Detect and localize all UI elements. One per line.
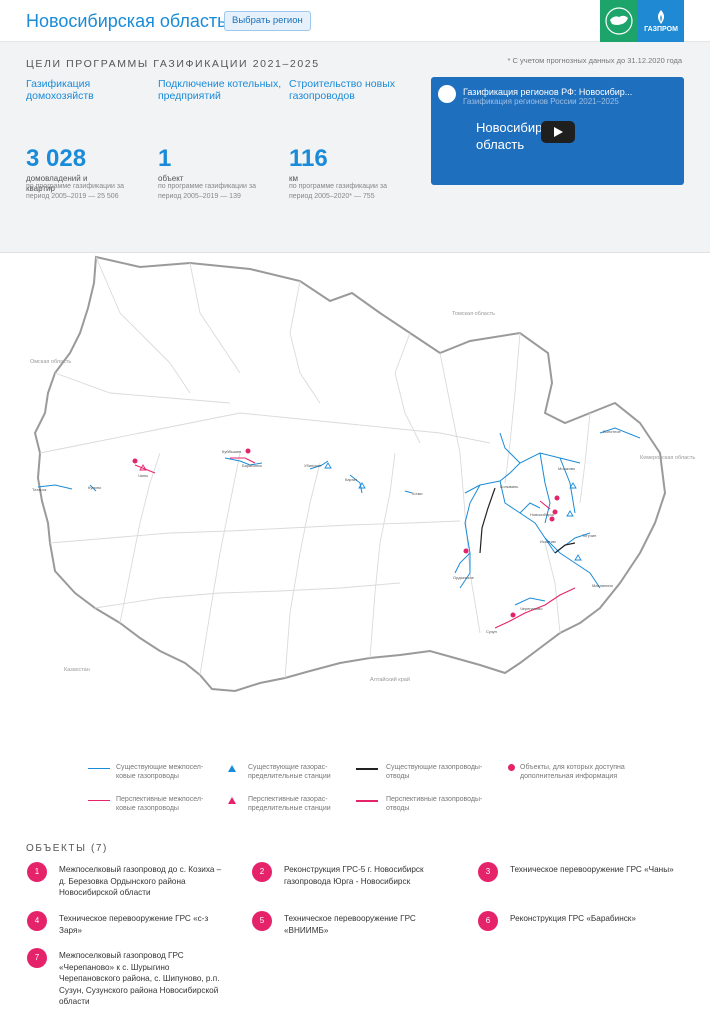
neighbor-label: Омская область bbox=[30, 359, 71, 365]
goal-label: Газификация домохозяйств bbox=[26, 78, 94, 102]
existing-pipelines bbox=[37, 427, 641, 606]
object-number-badge: 4 bbox=[27, 911, 47, 931]
objects-title: ОБЪЕКТЫ (7) bbox=[26, 843, 108, 854]
goals-title: ЦЕЛИ ПРОГРАММЫ ГАЗИФИКАЦИИ 2021–2025 bbox=[26, 58, 320, 70]
planned-grs-markers bbox=[139, 464, 147, 471]
goals-panel: ЦЕЛИ ПРОГРАММЫ ГАЗИФИКАЦИИ 2021–2025 * С… bbox=[0, 42, 710, 253]
legend-label: Существующие межпосел-ковые газопроводы bbox=[116, 764, 204, 780]
place-label: Мошково bbox=[558, 466, 576, 471]
goal-unit: км bbox=[289, 174, 298, 183]
gazprom-wordmark: ГАЗПРОМ bbox=[644, 26, 678, 33]
legend-branch-line bbox=[356, 768, 378, 770]
video-subtitle: Газификация регионов России 2021–2025 bbox=[463, 97, 619, 106]
legend-object-dot-icon bbox=[508, 764, 515, 771]
legend-planned-grs-icon bbox=[228, 797, 236, 804]
goal-value: 1 bbox=[158, 145, 172, 172]
goal-sub: по программе газификации за период 2005–… bbox=[26, 183, 124, 200]
legend-existing-line bbox=[88, 768, 110, 769]
neighbor-label: Алтайский край bbox=[370, 676, 410, 683]
place-label: Чаны bbox=[138, 473, 148, 478]
object-number-badge: 1 bbox=[27, 862, 47, 882]
legend-planned-line bbox=[88, 800, 110, 801]
place-label: Кочки bbox=[412, 491, 423, 496]
neighbor-label: Томская область bbox=[452, 311, 495, 317]
place-label: Болотное bbox=[603, 429, 622, 434]
video-player[interactable]: Газификация регионов РФ: Новосибир... Га… bbox=[431, 77, 684, 185]
place-label: Маслянино bbox=[592, 583, 614, 588]
existing-grs-markers bbox=[324, 462, 582, 561]
place-label: Купино bbox=[88, 485, 102, 490]
object-text[interactable]: Межпоселковый газопровод ГРС «Черепаново… bbox=[59, 951, 220, 1006]
object-number-badge: 6 bbox=[478, 911, 498, 931]
russia-map-icon bbox=[605, 7, 633, 35]
object-text[interactable]: Техническое перевооружение ГРС «ВНИИМБ» bbox=[284, 914, 416, 935]
place-label: Черепаново bbox=[520, 606, 543, 611]
place-label: Новосибирск bbox=[530, 512, 554, 517]
gazprom-flame-icon bbox=[657, 10, 665, 24]
goal-label: Подключение котельных, предприятий bbox=[158, 78, 282, 102]
goals-footnote: * С учетом прогнозных данных до 31.12.20… bbox=[507, 56, 682, 65]
object-text[interactable]: Межпоселковый газопровод до с. Козиха – … bbox=[59, 865, 222, 897]
goal-sub: по программе газификации за период 2005–… bbox=[158, 183, 256, 200]
goal-value: 3 028 bbox=[26, 145, 87, 172]
region-outline bbox=[33, 255, 667, 693]
place-label: Ордынское bbox=[453, 575, 475, 580]
object-markers[interactable] bbox=[132, 448, 560, 618]
object-number-badge: 5 bbox=[252, 911, 272, 931]
place-label: Колывань bbox=[500, 484, 518, 489]
planned-pipelines bbox=[134, 457, 576, 629]
place-label: Куйбышев bbox=[222, 449, 241, 454]
select-region-button[interactable]: Выбрать регион bbox=[224, 11, 311, 31]
goal-households: Газификация домохозяйств 3 028 домовладе… bbox=[26, 78, 151, 206]
place-label: Искитим bbox=[540, 539, 556, 544]
object-number-badge: 3 bbox=[478, 862, 498, 882]
place-label: Убинское bbox=[304, 463, 322, 468]
neighbor-label: Кемеровская область bbox=[640, 455, 695, 461]
legend-label: Перспективные межпосел-ковые газопроводы bbox=[116, 796, 204, 812]
channel-avatar[interactable] bbox=[438, 85, 456, 103]
legend-existing-grs-icon bbox=[228, 765, 236, 772]
gazprom-logo[interactable]: ГАЗПРОМ bbox=[638, 0, 684, 42]
gasification-logo[interactable] bbox=[600, 0, 638, 42]
place-label: Сузун bbox=[486, 629, 497, 634]
goal-label: Строительство новых газопроводов bbox=[289, 78, 396, 102]
place-label: Татарск bbox=[32, 487, 47, 492]
place-label: Каргат bbox=[345, 477, 357, 482]
legend-label: Существующие газорас-пределительные стан… bbox=[248, 764, 331, 780]
legend-planned-branch-line bbox=[356, 800, 378, 802]
legend-label: Существующие газопроводы-отводы bbox=[386, 764, 483, 780]
place-label: Барабинск bbox=[242, 463, 262, 468]
object-text[interactable]: Техническое перевооружение ГРС «с-з Заря… bbox=[59, 914, 209, 935]
map-legend: Существующие межпосел-ковые газопроводы … bbox=[0, 755, 710, 825]
play-button[interactable] bbox=[541, 121, 575, 143]
existing-branch-pipelines bbox=[479, 487, 576, 554]
object-number-badge: 2 bbox=[252, 862, 272, 882]
legend-label: Объекты, для которых доступна дополнител… bbox=[520, 764, 625, 780]
video-title[interactable]: Газификация регионов РФ: Новосибир... bbox=[463, 87, 633, 97]
goal-unit: объект bbox=[158, 174, 184, 183]
legend-label: Перспективные газопроводы-отводы bbox=[386, 796, 483, 812]
object-number-badge: 7 bbox=[27, 948, 47, 968]
legend-label: Перспективные газорас-пределительные ста… bbox=[248, 796, 331, 812]
goal-unit: домовладений и квартир bbox=[26, 174, 88, 193]
goal-sub: по программе газификации за период 2005–… bbox=[289, 183, 387, 200]
neighbor-label: Казахстан bbox=[64, 667, 90, 673]
page-title: Новосибирская область bbox=[26, 11, 227, 31]
goal-value: 116 bbox=[289, 145, 328, 172]
header: Новосибирская область Выбрать регион ГАЗ… bbox=[0, 0, 710, 42]
goal-boilers: Подключение котельных, предприятий 1 объ… bbox=[158, 78, 283, 206]
object-text[interactable]: Реконструкция ГРС «Барабинск» bbox=[510, 914, 636, 923]
district-borders bbox=[39, 256, 591, 679]
object-text[interactable]: Техническое перевооружение ГРС «Чаны» bbox=[510, 865, 674, 874]
goal-pipelines: Строительство новых газопроводов 116 км bbox=[289, 78, 414, 206]
region-map[interactable]: Омская область Томская область Кемеровск… bbox=[0, 253, 710, 743]
place-label: Тогучин bbox=[582, 533, 596, 538]
object-text[interactable]: Реконструкция ГРС-5 г. Новосибирск газоп… bbox=[284, 865, 424, 886]
